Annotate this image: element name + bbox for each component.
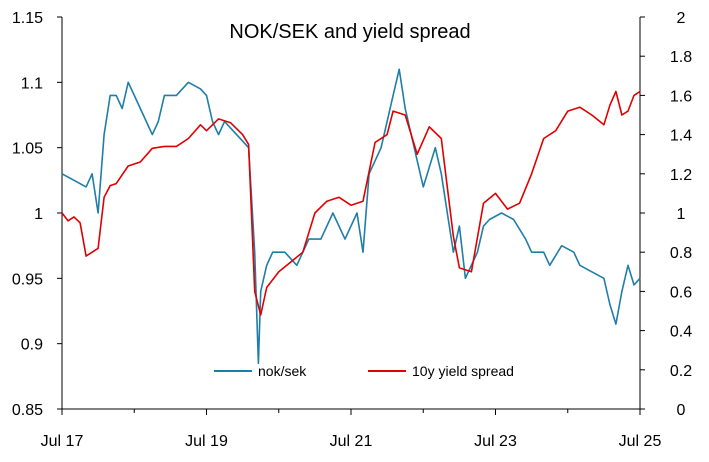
y-right-tick-label: 1.8 bbox=[670, 49, 692, 66]
legend: nok/sek 10y yield spread bbox=[214, 363, 514, 379]
y-right-tick-label: 1.6 bbox=[670, 88, 692, 105]
y-left-tick-label: 1 bbox=[34, 206, 43, 223]
y-right-tick-label: 2 bbox=[677, 10, 686, 27]
y-right-tick-label: 1.4 bbox=[670, 128, 692, 145]
y-left-tick-label: 1.05 bbox=[12, 141, 43, 158]
x-tick-label: Jul 23 bbox=[474, 433, 517, 450]
y-right-tick-label: 0 bbox=[677, 402, 686, 419]
y-left-tick-label: 1.1 bbox=[21, 75, 43, 92]
y-right-tick-label: 0.8 bbox=[670, 245, 692, 262]
legend-label: nok/sek bbox=[258, 363, 307, 379]
x-tick-label: Jul 21 bbox=[330, 433, 373, 450]
y-left-tick-label: 0.95 bbox=[12, 271, 43, 288]
y-left-tick-label: 0.85 bbox=[12, 402, 43, 419]
series-line-10y-yield-spread bbox=[61, 90, 641, 316]
x-tick-label: Jul 17 bbox=[41, 433, 84, 450]
series-layer bbox=[61, 68, 641, 365]
x-tick-label: Jul 25 bbox=[619, 433, 662, 450]
y-right-tick-label: 0.6 bbox=[670, 284, 692, 301]
x-tick-label: Jul 19 bbox=[185, 433, 228, 450]
chart-title: NOK/SEK and yield spread bbox=[229, 21, 470, 43]
series-line-nok-sek bbox=[61, 68, 641, 365]
legend-label: 10y yield spread bbox=[412, 363, 514, 379]
y-left-tick-label: 1.15 bbox=[12, 10, 43, 27]
y-right-tick-label: 1.2 bbox=[670, 167, 692, 184]
y-right-tick-label: 1 bbox=[677, 206, 686, 223]
y-right-tick-label: 0.4 bbox=[670, 324, 692, 341]
axes: 0.85 0.9 0.95 1 1.05 1.1 1.15 0 0.2 0.4 0.6 0.8 1 1.2… bbox=[12, 10, 692, 450]
y-left-tick-label: 0.9 bbox=[21, 337, 43, 354]
y-right-tick-label: 0.2 bbox=[670, 363, 692, 380]
